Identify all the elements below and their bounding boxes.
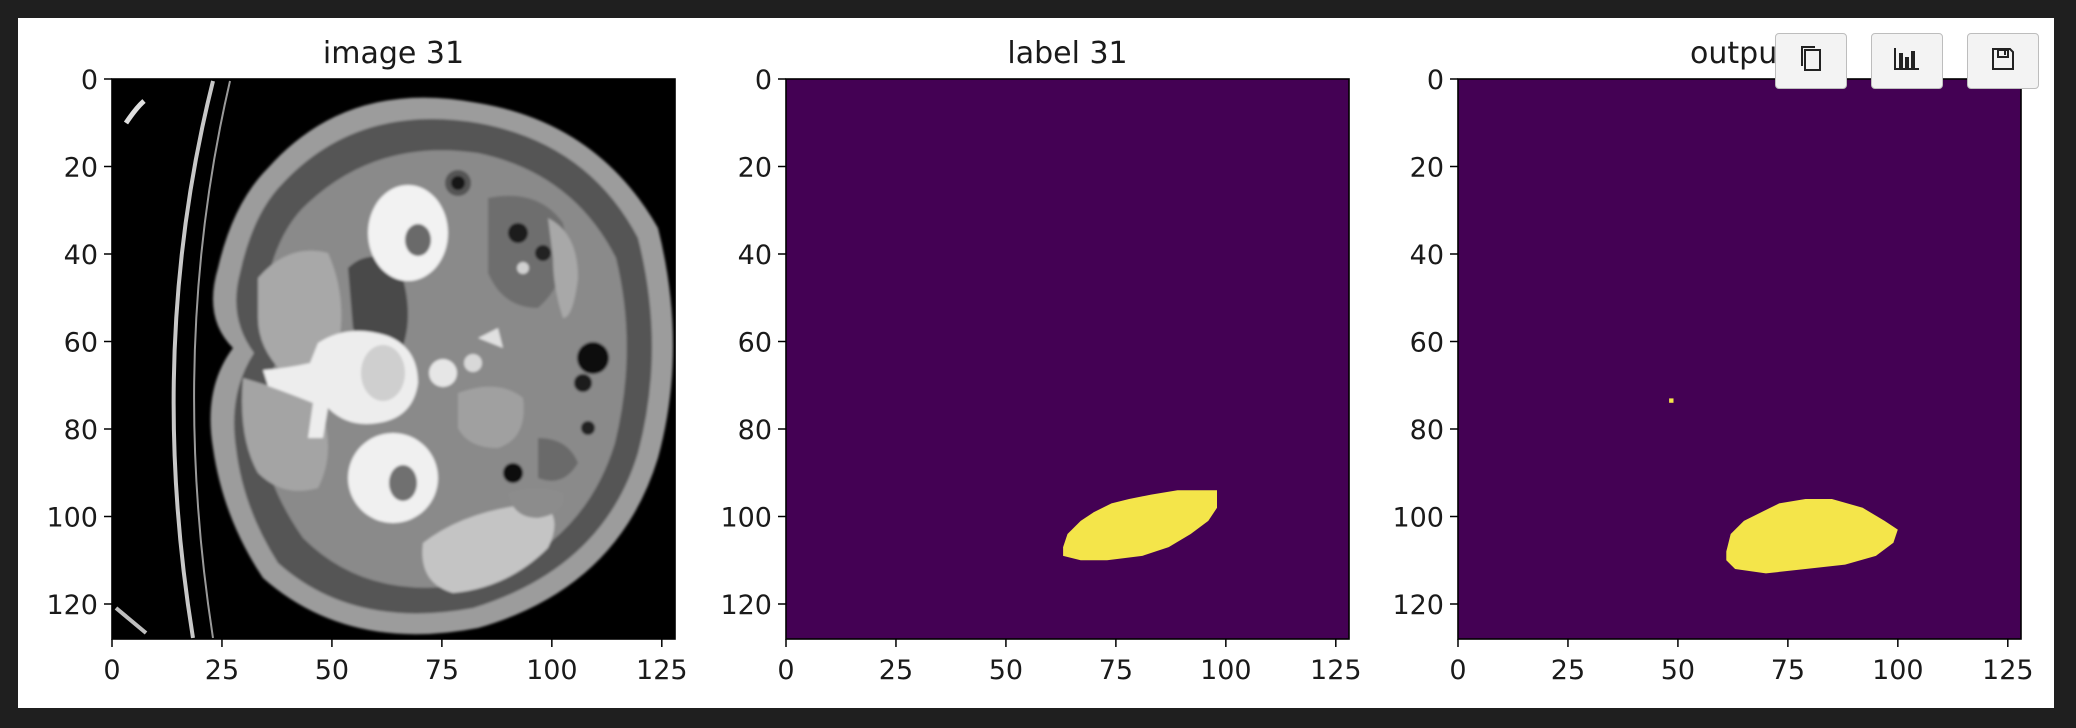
x-tick-label: 25 [1551,655,1585,686]
x-tick-label: 0 [103,655,120,686]
y-tick-label: 0 [755,65,772,96]
y-tick-label: 100 [720,503,772,534]
x-tick-label: 100 [526,655,578,686]
chart-panel-3: output 0 25 50 75 100 125 0 20 40 60 80 100 120 [1392,36,2033,686]
bar-chart-button[interactable] [1871,33,1943,89]
chart-title: output [1690,36,1789,71]
chart-panel-1: image 31 0 25 50 75 100 125 0 20 40 60 80 100 120 [46,36,687,686]
mask-region-1 [1726,499,1898,574]
x-tick-label: 50 [315,655,349,686]
y-tick-label: 0 [1427,65,1444,96]
x-tick-label: 50 [989,655,1023,686]
chart-panel-2: label 31 0 25 50 75 100 125 0 20 40 60 80 100 120 [720,36,1361,686]
y-tick-label: 20 [64,153,98,184]
x-tick-label: 75 [1099,655,1133,686]
mask-region-1 [1063,490,1217,561]
x-tick-label: 100 [1872,655,1924,686]
y-tick-label: 40 [64,240,98,271]
axes-frame [1457,78,2022,640]
x-tick-label: 125 [636,655,688,686]
y-tick-label: 40 [1410,240,1444,271]
x-tick-label: 25 [205,655,239,686]
x-tick-label: 125 [1310,655,1362,686]
axes-frame [785,78,1350,640]
y-tick-label: 60 [1410,328,1444,359]
x-tick-label: 25 [879,655,913,686]
chart-title: image 31 [323,36,464,71]
y-tick-label: 120 [46,590,98,621]
mask-region-2 [1669,398,1674,403]
ct-scan-image [112,79,675,639]
y-tick-label: 100 [46,503,98,534]
chart-title: label 31 [1007,36,1127,71]
chart-figure: image 310 25 50 75 100 125020406080100120labe… [46,36,2033,686]
y-tick-label: 20 [1410,153,1444,184]
y-tick-label: 60 [64,328,98,359]
copy-icon [1794,42,1828,80]
save-icon [1986,42,2020,80]
x-tick-label: 100 [1200,655,1252,686]
copy-button[interactable] [1775,33,1847,89]
y-tick-label: 100 [1392,503,1444,534]
y-tick-label: 80 [1410,415,1444,446]
x-tick-label: 75 [1771,655,1805,686]
x-tick-label: 50 [1661,655,1695,686]
figure: image 31 0 25 50 75 100 125 0 20 40 60 80 100 120 labe… [18,18,2054,708]
y-tick-label: 60 [738,328,772,359]
x-tick-label: 0 [1449,655,1466,686]
y-tick-label: 120 [1392,590,1444,621]
y-tick-label: 80 [738,415,772,446]
save-button[interactable] [1967,33,2039,89]
x-tick-label: 125 [1982,655,2034,686]
y-tick-label: 120 [720,590,772,621]
axes-frame [111,78,676,640]
x-tick-label: 0 [777,655,794,686]
y-tick-label: 80 [64,415,98,446]
y-tick-label: 20 [738,153,772,184]
y-tick-label: 40 [738,240,772,271]
y-tick-label: 0 [81,65,98,96]
bar-chart-icon [1890,42,1924,80]
x-tick-label: 75 [425,655,459,686]
